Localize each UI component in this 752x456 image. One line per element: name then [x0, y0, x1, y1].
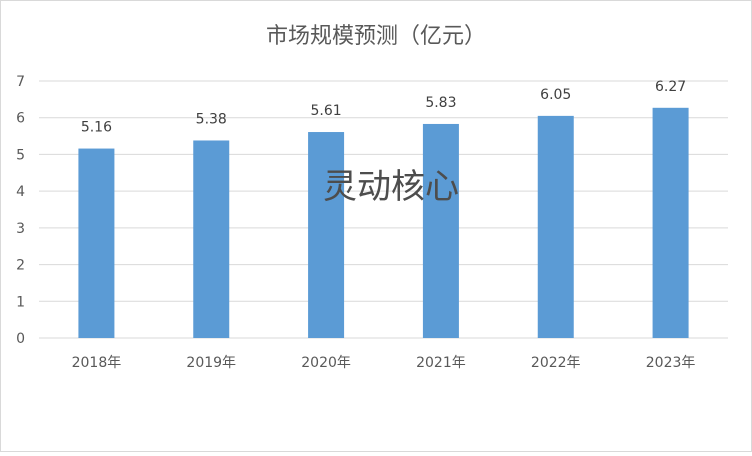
bar-value-label: 5.38: [196, 111, 227, 127]
bar: [537, 115, 574, 338]
bar-value-label: 5.16: [81, 120, 112, 136]
bar-value-label: 5.61: [310, 103, 341, 119]
x-tick-label: 2020年: [301, 355, 351, 371]
y-axis: 0 1 2 3 4 5 6 7: [16, 74, 25, 347]
x-tick-label: 2018年: [72, 355, 122, 371]
y-tick-label: 1: [16, 294, 25, 310]
gridlines: [39, 80, 728, 339]
bar-value-label: 6.05: [540, 87, 571, 103]
y-tick-label: 5: [16, 147, 25, 163]
bar-value-label: 5.83: [425, 95, 456, 111]
y-tick-label: 6: [16, 111, 25, 127]
y-tick-label: 7: [16, 74, 25, 90]
watermark-text: 灵动核心: [323, 167, 459, 207]
bar: [652, 107, 689, 339]
bar: [193, 140, 230, 338]
y-tick-label: 4: [16, 184, 25, 200]
y-tick-label: 0: [16, 331, 25, 347]
bars: [78, 107, 689, 339]
chart-title: 市场规模预测（亿元）: [266, 24, 486, 49]
x-tick-label: 2022年: [531, 355, 581, 371]
bar: [422, 123, 459, 338]
data-labels: 5.16 5.38 5.61 5.83 6.05 6.27: [81, 79, 686, 136]
y-tick-label: 3: [16, 221, 25, 237]
x-tick-label: 2023年: [646, 355, 696, 371]
bar: [308, 132, 345, 338]
x-axis: 2018年 2019年 2020年 2021年 2022年 2023年: [72, 355, 696, 371]
x-tick-label: 2019年: [186, 355, 236, 371]
x-tick-label: 2021年: [416, 355, 466, 371]
bar-value-label: 6.27: [655, 79, 686, 95]
y-tick-label: 2: [16, 258, 25, 274]
bar: [78, 148, 115, 338]
